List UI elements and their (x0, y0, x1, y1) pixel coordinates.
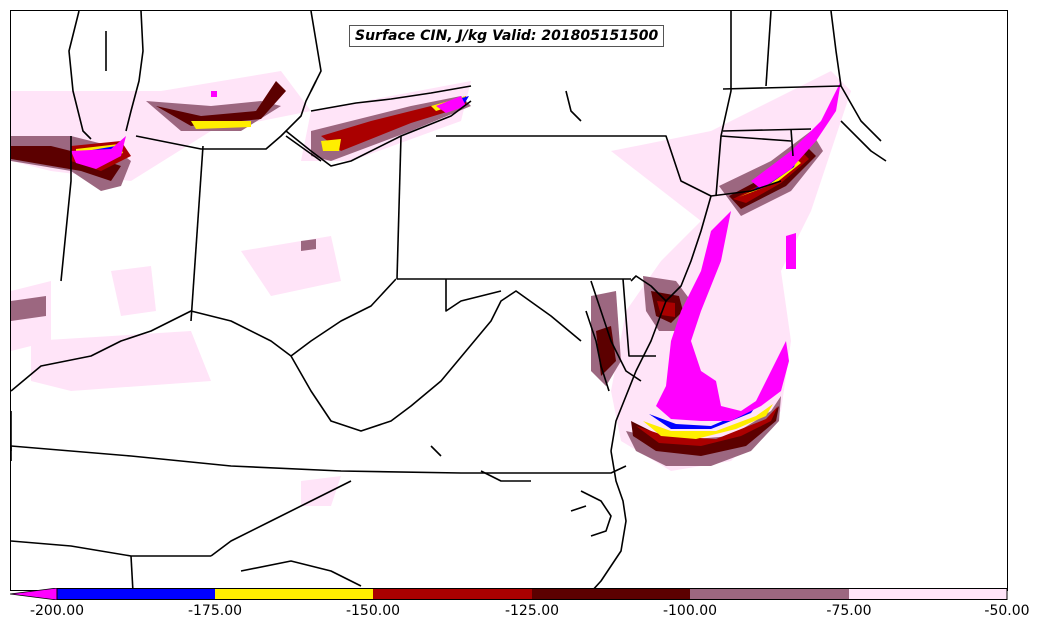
map-title: Surface CIN, J/kg Valid: 201805151500 (349, 25, 665, 47)
colorbar (10, 588, 1008, 600)
colorbar-outline (56, 588, 1008, 600)
colorbar-tick-label: -75.00 (826, 603, 872, 619)
colorbar-segment-lightpink (849, 588, 1007, 600)
state-and-coast-boundaries (11, 11, 887, 590)
cin-shading (11, 71, 851, 506)
colorbar-segment-blue (57, 588, 215, 600)
colorbar-tick-label: -100.00 (662, 603, 718, 619)
colorbar-segment-mauve (690, 588, 849, 600)
colorbar-tick-label: -150.00 (345, 603, 401, 619)
cin-map (11, 11, 887, 590)
colorbar-extend-min (10, 588, 58, 600)
colorbar-segment-maroon (532, 588, 690, 600)
colorbar-tick-label: -175.00 (187, 603, 243, 619)
colorbar-segment-yellow (215, 588, 373, 600)
colorbar-tick-label: -125.00 (504, 603, 560, 619)
colorbar-tick-label: -200.00 (29, 603, 85, 619)
colorbar-segment-red (373, 588, 532, 600)
map-panel: Surface CIN, J/kg Valid: 201805151500 (10, 10, 1008, 591)
colorbar-tick-label: -50.00 (984, 603, 1030, 619)
